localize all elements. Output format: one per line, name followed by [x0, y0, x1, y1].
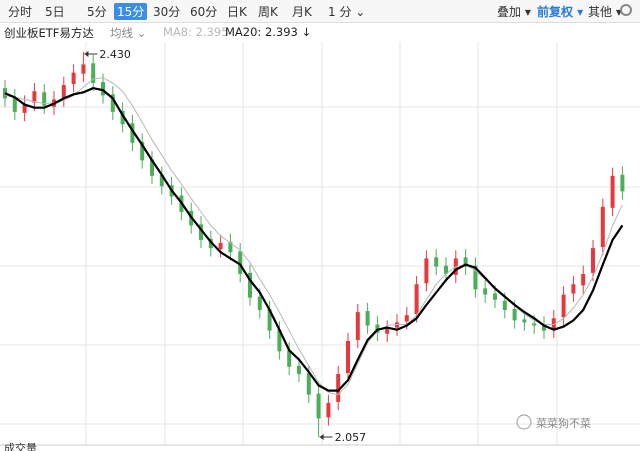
candle-body: [159, 174, 164, 187]
chart-title: 创业板ETF易方达: [4, 26, 94, 40]
annotation: 2.430: [99, 48, 130, 61]
tab-selected[interactable]: 15分: [114, 3, 148, 20]
menu[interactable]: 叠加 ▾: [497, 5, 531, 19]
legend-entry: MA20: 2.393 ↓: [225, 25, 312, 39]
tab[interactable]: 30分: [153, 5, 181, 19]
candle-body: [110, 94, 115, 112]
candle-body: [581, 273, 586, 286]
tab[interactable]: 周K: [258, 5, 278, 19]
annotation-arrowhead: [84, 51, 89, 57]
candle-body: [71, 72, 76, 84]
candle-body: [326, 402, 331, 418]
candle-body: [600, 206, 605, 248]
candle-body: [346, 341, 350, 374]
candle-body: [385, 328, 390, 334]
candle-body: [414, 284, 419, 315]
candle-body: [404, 315, 409, 322]
candle-body: [571, 284, 576, 294]
volume-label: 成交量: [4, 441, 37, 451]
toolbar: 分时 5日 5分 15分 30分 60分 日K 周K 月K 1 分 ⌄ 叠加 ▾…: [0, 0, 640, 23]
ma-line: [4, 77, 623, 396]
candle-body: [395, 322, 399, 328]
tab[interactable]: 分时: [8, 5, 33, 19]
candle-body: [542, 324, 546, 331]
candle-body: [42, 92, 47, 106]
candle-body: [444, 265, 448, 274]
candle-body: [150, 159, 154, 176]
candle-body: [277, 329, 282, 352]
candle-body: [365, 311, 370, 326]
candle-body: [12, 97, 17, 112]
candle-body: [493, 293, 497, 300]
candle-body: [297, 365, 301, 375]
candle-body: [316, 393, 321, 419]
candle-body: [502, 300, 507, 311]
candle-body: [81, 64, 86, 74]
candle-body: [287, 350, 292, 367]
candle-body: [473, 265, 478, 290]
watermark-icon: [516, 414, 532, 430]
candle-body: [120, 110, 125, 125]
candle-body: [355, 312, 360, 340]
candle-body: [512, 309, 517, 321]
candle-body: [257, 296, 262, 311]
watermark: 菜菜狗不菜: [536, 417, 591, 430]
candle-body: [238, 251, 243, 274]
legend-entry: MA8: 2.395: [163, 25, 229, 39]
candle-body: [218, 242, 223, 250]
candle-body: [267, 309, 272, 331]
annotation-arrowhead: [319, 434, 324, 440]
legend: 创业板ETF易方达 均线 ⌄ MA8: 2.395 MA20: 2.393 ↓: [0, 23, 640, 41]
candle-body: [434, 257, 439, 267]
annotation: 2.057: [335, 431, 367, 444]
candle-body: [199, 224, 203, 240]
tab[interactable]: 5分: [87, 5, 107, 19]
ma-menu[interactable]: 均线 ⌄: [110, 26, 147, 40]
candle-body: [3, 88, 7, 99]
tab[interactable]: 1 分 ⌄: [328, 5, 366, 19]
menu[interactable]: 其他 ▾: [588, 5, 622, 19]
candle-body: [424, 258, 429, 284]
candle-body: [101, 81, 105, 96]
candle-body: [248, 272, 252, 298]
candle-body: [130, 123, 135, 143]
candle-body: [306, 373, 311, 395]
candle-body: [32, 91, 37, 103]
tab[interactable]: 月K: [292, 5, 312, 19]
tab[interactable]: 5日: [45, 5, 65, 19]
candle-body: [561, 294, 566, 318]
grid: [0, 42, 640, 445]
candle-body: [532, 323, 537, 326]
candle-body: [591, 248, 595, 273]
candle-body: [140, 141, 145, 161]
settings-icon[interactable]: [620, 4, 632, 16]
candle-body: [336, 374, 341, 402]
ma-line: [4, 86, 624, 392]
candle-body: [91, 63, 96, 83]
candle-body: [483, 288, 488, 295]
candle-body: [610, 175, 615, 208]
candle-body: [22, 103, 27, 113]
candle-body: [463, 257, 468, 267]
menu[interactable]: 前复权 ▾: [537, 5, 584, 19]
candle-body: [228, 241, 233, 253]
tab[interactable]: 日K: [227, 5, 247, 19]
candle-body: [61, 85, 66, 99]
tab[interactable]: 60分: [190, 5, 218, 19]
candle-body: [620, 174, 625, 192]
candle-body: [522, 319, 527, 323]
